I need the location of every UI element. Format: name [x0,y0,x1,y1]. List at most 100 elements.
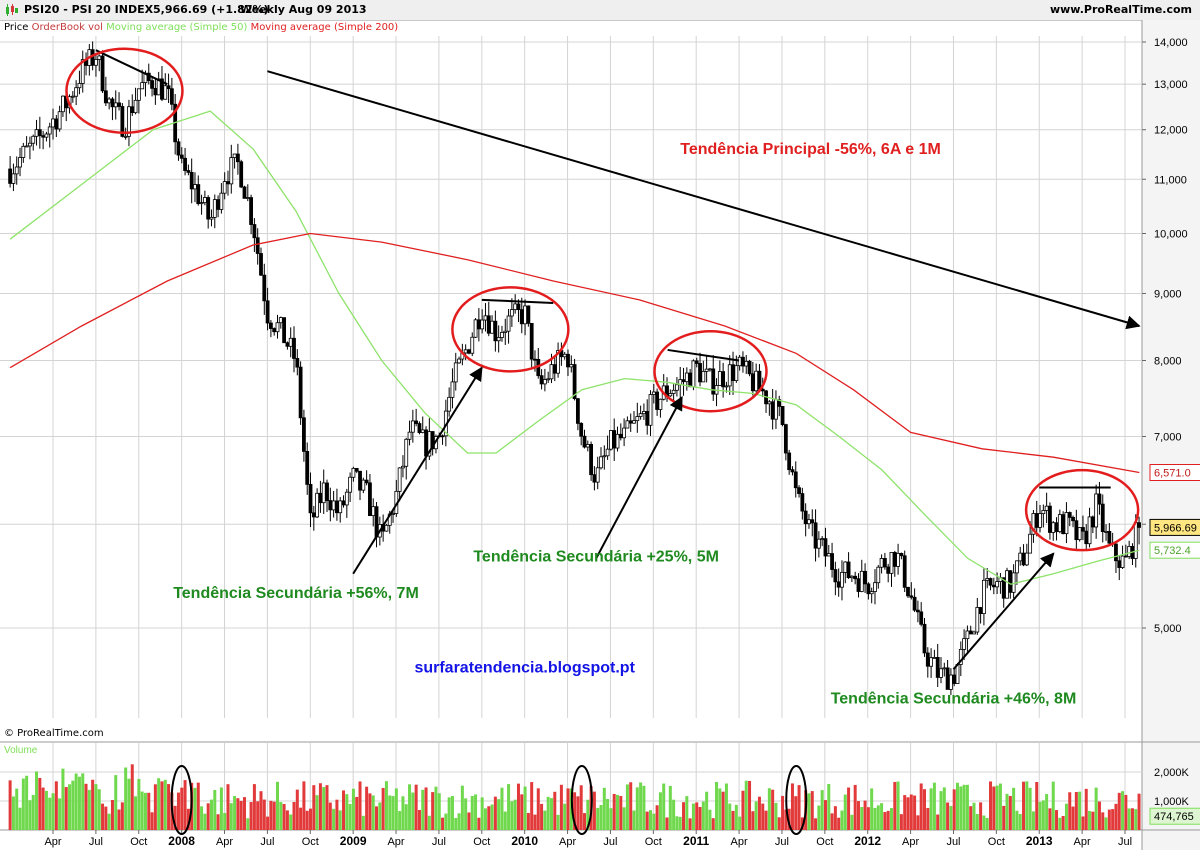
volume-bar [896,781,900,830]
volume-bar [1008,796,1012,830]
candle-body [384,524,389,532]
candle-body [810,519,815,524]
volume-bar [1134,809,1138,830]
volume-bar [899,814,903,830]
volume-bar [992,786,996,830]
candle-body [235,153,240,163]
copyright-label: © ProRealTime.com [4,728,104,739]
volume-bar [1012,787,1016,830]
candle-body [1120,555,1125,568]
volume-bar [153,784,157,830]
volume-spike-circle-2011 [785,765,808,835]
volume-bar [1028,787,1032,830]
candle-body [1041,510,1046,515]
candle-body [21,145,26,158]
volume-bar [414,784,418,830]
volume-bar [242,797,246,830]
volume-bar [876,805,880,830]
volume-bar [705,791,709,830]
volume-bar [790,783,794,830]
candle-body [549,364,554,380]
volume-bar [969,806,973,830]
volume-bar [609,808,613,830]
candle-body [1067,512,1072,518]
volume-bar [741,790,745,830]
y-tick-label: 7,000 [1154,431,1182,443]
candle-body [259,253,263,276]
candle-body [688,372,693,388]
candle-body [110,98,115,108]
volume-bar [526,812,530,830]
volume-bar [186,808,190,830]
candle-body [968,630,973,635]
price-change: 5,966.69 (+1.82%) [153,3,269,16]
volume-bar [774,802,778,830]
candle-body [219,192,224,210]
candle-body [493,320,498,342]
candle-body [500,332,504,338]
candle-body [1071,517,1075,522]
volume-bar [929,788,933,830]
volume-bar [602,787,606,830]
volume-tick-label: 2,000K [1154,767,1190,779]
candle-body [1117,560,1122,568]
volume-bar [266,816,270,830]
candle-body [595,467,600,483]
volume-bar [985,818,989,830]
legend-price[interactable]: Price [4,22,29,33]
candle-body [447,396,452,412]
volume-bar [516,783,520,830]
volume-bar [642,785,646,830]
volume-bar [229,803,233,830]
volume-bar [579,785,583,830]
candle-body [790,469,795,473]
candle-body [770,401,775,420]
candle-body [308,483,313,514]
x-tick-label: 2009 [340,834,367,848]
volume-bar [599,805,603,830]
volume-bar [909,794,913,830]
candle-body [335,500,339,514]
volume-bar [936,814,940,830]
y-axis-panel [1142,20,1200,850]
volume-bar [378,802,382,830]
candle-body [1038,513,1042,528]
volume-bar [312,785,316,830]
candle-body [457,358,461,364]
candle-body [262,274,267,302]
volume-bar [101,803,105,830]
last-value-tag [1149,463,1200,481]
legend-orderbook-vol[interactable]: OrderBook vol [31,22,103,33]
candle-body [11,173,16,184]
legend-ma50[interactable]: Moving average (Simple 50) [106,22,248,33]
volume-bar [120,802,124,830]
volume-bar [368,793,372,830]
volume-bar [1097,801,1101,830]
candle-body [793,471,798,489]
volume-bar [292,802,296,830]
volume-bar [249,802,253,830]
candle-body [54,118,59,130]
volume-bar [688,818,692,830]
volume-bar [767,788,771,830]
volume-bar [302,781,306,830]
volume-bar [870,788,874,830]
instrument-title: PSI20 - PSI 20 INDEX [24,3,154,16]
volume-last-label: 474,765 [1154,811,1194,823]
volume-bar [398,811,402,830]
volume-bar [979,802,983,830]
site-link[interactable]: www.ProRealTime.com [1049,3,1192,16]
volume-bar [510,801,514,830]
volume-bar [256,801,260,830]
volume-bar [163,779,167,830]
legend-ma200[interactable]: Moving average (Simple 200) [250,22,399,33]
volume-bar [668,785,672,830]
volume-bar [748,780,752,830]
volume-bar [563,803,567,830]
candle-body [107,98,112,104]
volume-bar [176,792,180,830]
volume-bar [137,778,141,830]
candle-body [1087,516,1092,545]
volume-bar [31,794,35,830]
